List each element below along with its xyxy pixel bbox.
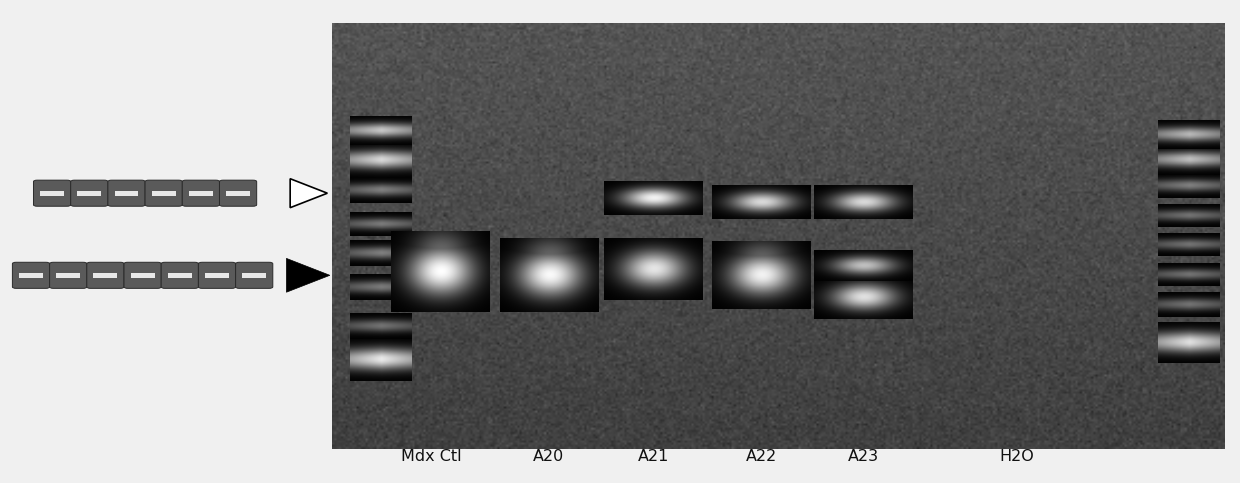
Bar <box>151 191 176 196</box>
Bar <box>19 273 43 278</box>
Text: A21: A21 <box>637 449 670 464</box>
Bar <box>242 273 267 278</box>
Polygon shape <box>286 258 330 292</box>
Bar <box>167 273 192 278</box>
Bar <box>56 273 81 278</box>
FancyBboxPatch shape <box>87 262 124 288</box>
FancyBboxPatch shape <box>33 180 71 206</box>
FancyBboxPatch shape <box>219 180 257 206</box>
FancyBboxPatch shape <box>71 180 108 206</box>
Bar <box>114 191 139 196</box>
FancyBboxPatch shape <box>108 180 145 206</box>
Text: A20: A20 <box>532 449 564 464</box>
Text: A22: A22 <box>745 449 777 464</box>
FancyBboxPatch shape <box>198 262 236 288</box>
Text: A23: A23 <box>847 449 879 464</box>
Bar <box>205 273 229 278</box>
FancyBboxPatch shape <box>236 262 273 288</box>
FancyBboxPatch shape <box>145 180 182 206</box>
Polygon shape <box>290 179 327 208</box>
FancyBboxPatch shape <box>50 262 87 288</box>
Bar <box>226 191 250 196</box>
FancyBboxPatch shape <box>12 262 50 288</box>
Text: Mdx Ctl: Mdx Ctl <box>402 449 461 464</box>
FancyBboxPatch shape <box>124 262 161 288</box>
FancyBboxPatch shape <box>182 180 219 206</box>
Bar <box>188 191 213 196</box>
Bar <box>130 273 155 278</box>
Bar <box>40 191 64 196</box>
Bar <box>77 191 102 196</box>
Text: H2O: H2O <box>999 449 1034 464</box>
FancyBboxPatch shape <box>161 262 198 288</box>
Bar <box>93 273 118 278</box>
